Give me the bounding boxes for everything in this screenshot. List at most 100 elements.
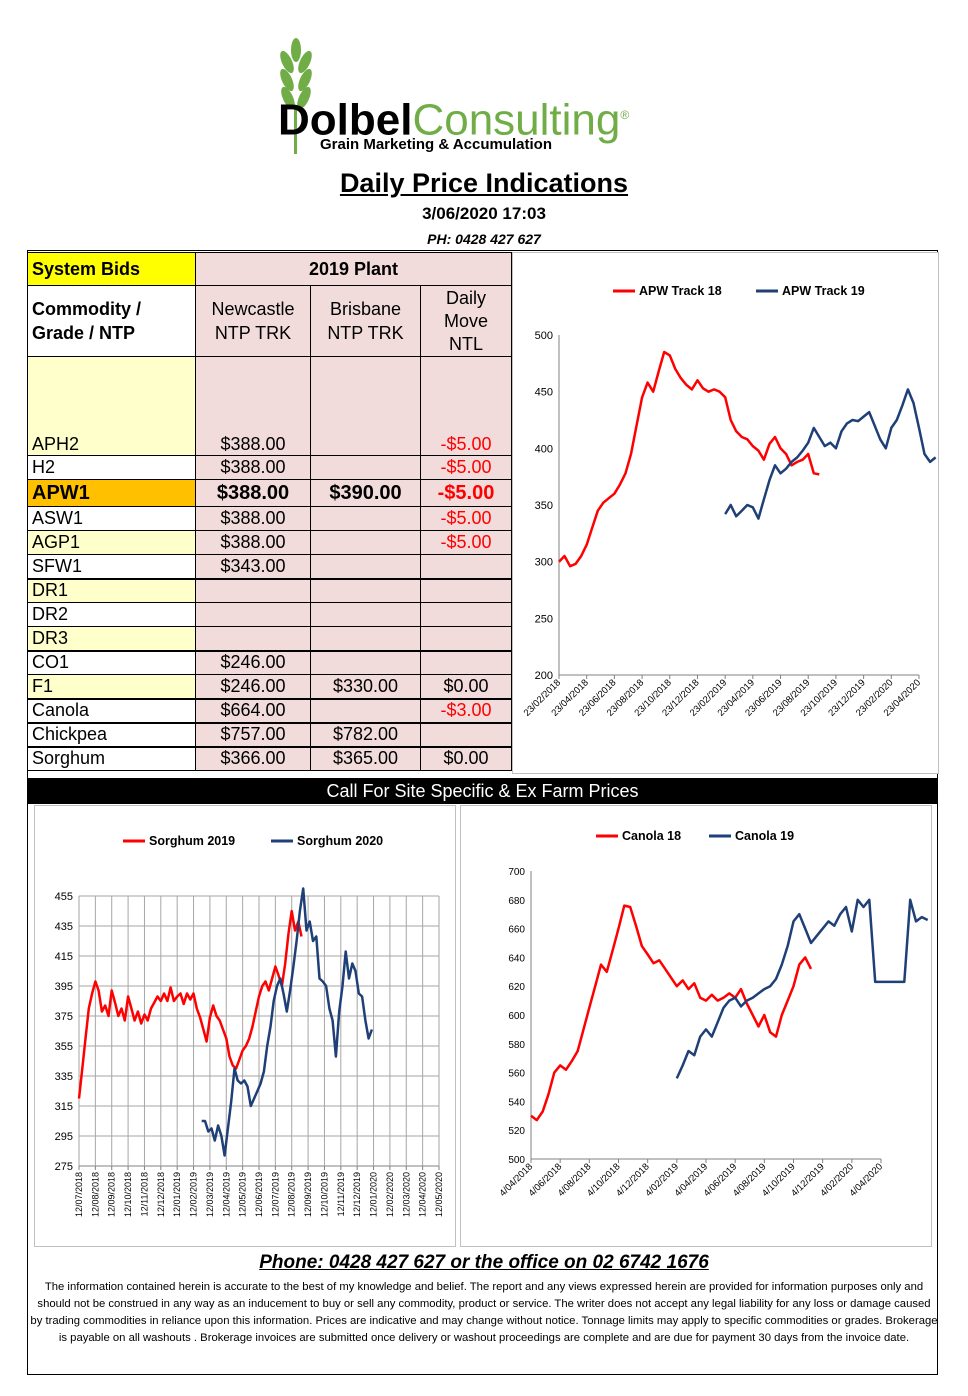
grade-cell: DR3 (27, 626, 196, 651)
series-line (724, 388, 937, 520)
move-cell (420, 602, 512, 627)
newcastle-cell: $388.00 (195, 506, 311, 531)
y-tick-label: 295 (55, 1131, 73, 1143)
move-cell (420, 626, 512, 651)
x-tick-label: 12/08/2019 (287, 1172, 297, 1217)
brand-logo: DolbelConsulting® Grain Marketing & Accu… (260, 28, 640, 158)
grade-cell: AGP1 (27, 530, 196, 555)
series-line (558, 350, 820, 568)
y-tick-label: 450 (535, 387, 553, 399)
x-tick-label: 12/09/2018 (107, 1172, 117, 1217)
y-tick-label: 375 (55, 1011, 73, 1023)
brisbane-cell (310, 506, 421, 531)
newcastle-cell (195, 577, 311, 603)
registered-mark: ® (620, 108, 630, 122)
table-row: Sorghum $366.00 $365.00 $0.00 (27, 745, 512, 771)
newcastle-cell: $664.00 (195, 697, 311, 723)
y-tick-label: 435 (55, 921, 73, 933)
brand-name-a: Dolbel (278, 95, 413, 145)
apw-chart-svg: 20025030035040045050023/02/201823/04/201… (522, 284, 937, 719)
series-line (675, 898, 929, 1079)
brisbane-cell (310, 697, 421, 723)
y-tick-label: 415 (55, 951, 73, 963)
grade-cell: DR2 (27, 602, 196, 627)
brand-name-b: Consulting (412, 95, 621, 145)
brisbane-cell (310, 577, 421, 603)
move-cell (420, 721, 512, 747)
x-tick-label: 12/05/2020 (434, 1172, 444, 1217)
series-line (530, 904, 813, 1122)
y-tick-label: 355 (55, 1041, 73, 1053)
move-cell: -$5.00 (420, 530, 512, 555)
grade-cell: CO1 (27, 649, 196, 675)
newcastle-cell: $343.00 (195, 554, 311, 579)
grade-cell: DR1 (27, 577, 196, 603)
y-tick-label: 315 (55, 1101, 73, 1113)
grade-cell: APH2 (27, 356, 196, 456)
canola-chart-svg: 5005205405605806006206406606807004/04/20… (497, 829, 929, 1199)
x-tick-label: 12/07/2019 (270, 1172, 280, 1217)
table-row: APH2 $388.00 -$5.00 (27, 356, 512, 456)
disclaimer-text: The information contained herein is accu… (30, 1281, 938, 1344)
x-tick-label: 12/03/2020 (401, 1172, 411, 1217)
canola-chart: 500 520 540 560 580 600 620 640 660 680 700 4/04/20… (460, 805, 932, 1247)
move-cell (420, 577, 512, 603)
y-tick-label: 660 (508, 925, 525, 936)
sorghum-chart: 275 295 315 335 355 375 395 415 435 455 12/07/2018… (34, 805, 456, 1247)
move-cell: $0.00 (420, 745, 512, 771)
newcastle-cell: $388.00 (195, 530, 311, 555)
table-row: F1 $246.00 $330.00 $0.00 (27, 674, 512, 699)
x-tick-label: 12/12/2019 (352, 1172, 362, 1217)
x-tick-label: 12/08/2018 (90, 1172, 100, 1217)
legend-label: Sorghum 2019 (149, 834, 235, 848)
y-tick-label: 600 (508, 1011, 525, 1022)
newcastle-cell: $388.00 (195, 479, 311, 507)
grade-cell: Sorghum (27, 745, 196, 771)
brisbane-cell (310, 649, 421, 675)
series-line (201, 887, 374, 1157)
newcastle-cell: $388.00 (195, 356, 311, 456)
brisbane-cell: $330.00 (310, 674, 421, 699)
table-row: DR1 (27, 577, 512, 603)
table-row: ASW1 $388.00 -$5.00 (27, 506, 512, 531)
call-for-prices-banner: Call For Site Specific & Ex Farm Prices (27, 778, 938, 804)
x-tick-label: 12/01/2019 (172, 1172, 182, 1217)
brisbane-cell: $782.00 (310, 721, 421, 747)
x-tick-label: 12/11/2018 (139, 1172, 149, 1216)
newcastle-cell: $246.00 (195, 649, 311, 675)
x-tick-label: 12/10/2019 (319, 1172, 329, 1217)
brisbane-cell (310, 554, 421, 579)
brisbane-header: Brisbane NTP TRK (310, 285, 421, 357)
x-tick-label: 12/02/2019 (189, 1172, 199, 1217)
wheat-icon (280, 38, 312, 154)
report-frame (27, 250, 938, 1375)
grade-cell: Chickpea (27, 721, 196, 747)
x-tick-label: 12/02/2020 (385, 1172, 395, 1217)
x-tick-label: 12/06/2019 (254, 1172, 264, 1217)
header-phone: PH: 0428 427 627 (427, 231, 541, 247)
move-cell: $0.00 (420, 674, 512, 699)
move-cell: -$5.00 (420, 506, 512, 531)
report-datetime: 3/06/2020 17:03 (422, 204, 546, 223)
x-tick-label: 12/01/2020 (369, 1172, 379, 1217)
brisbane-cell (310, 530, 421, 555)
series-line (77, 909, 303, 1099)
move-cell (420, 554, 512, 579)
y-tick-label: 500 (535, 330, 553, 342)
page-title: Daily Price Indications (339, 168, 629, 198)
table-row: APW1 $388.00 $390.00 -$5.00 (27, 479, 512, 507)
brand-tagline: Grain Marketing & Accumulation (320, 136, 552, 153)
move-cell (420, 649, 512, 675)
legend-label: Canola 19 (735, 829, 794, 843)
move-cell: -$5.00 (420, 455, 512, 480)
apw-chart: 200 250 300 350 400 450 500 23/02/2018 23/04/201… (512, 252, 939, 774)
legend-label: Sorghum 2020 (297, 834, 383, 848)
grade-cell: F1 (27, 674, 196, 699)
grade-cell: H2 (27, 455, 196, 480)
newcastle-cell (195, 626, 311, 651)
x-tick-label: 12/04/2019 (221, 1172, 231, 1217)
table-row: DR2 (27, 602, 512, 627)
system-bids-table: System Bids 2019 Plant Commodity / Grade … (27, 252, 512, 771)
grade-cell: APW1 (27, 479, 196, 507)
daily-move-header: Daily Move NTL (420, 285, 512, 357)
